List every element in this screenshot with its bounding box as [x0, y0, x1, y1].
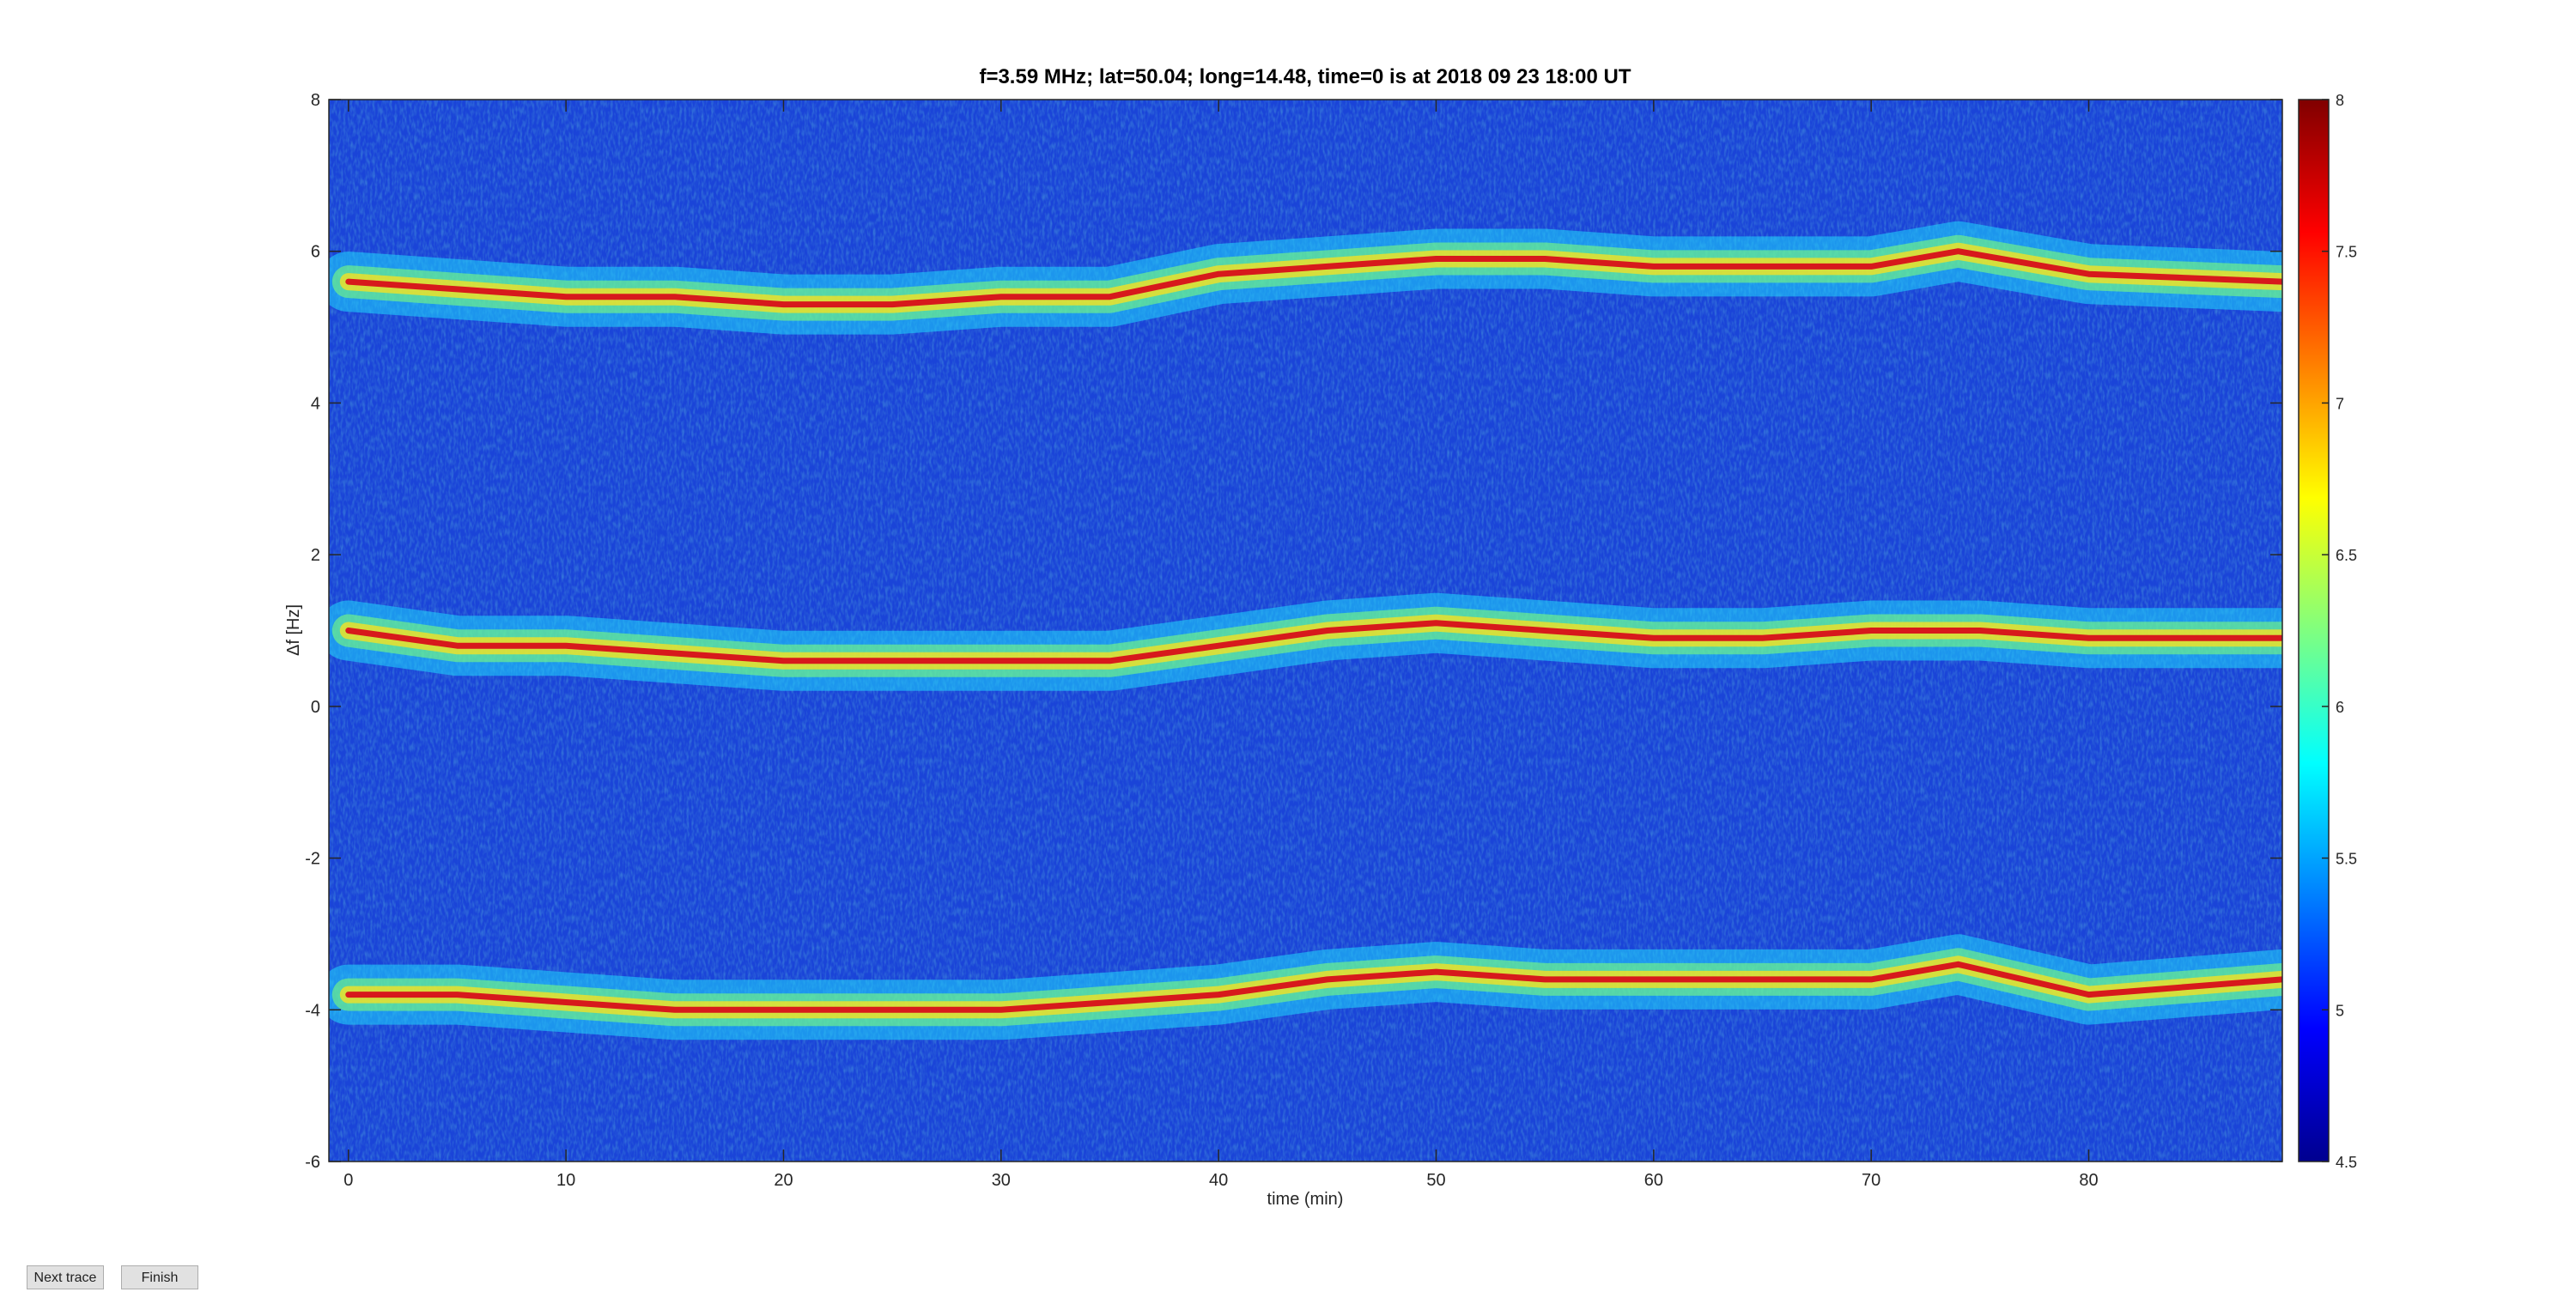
x-tick-label: 60 [1644, 1171, 1663, 1190]
x-tick-label: 40 [1209, 1171, 1228, 1190]
x-tick-label: 70 [1862, 1171, 1880, 1190]
x-tick-label: 10 [556, 1171, 575, 1190]
y-tick-label: -2 [305, 850, 320, 869]
colorbar-tick-label: 6.5 [2336, 547, 2357, 564]
colorbar-tick-label: 5.5 [2336, 851, 2357, 868]
y-axis-label: Δf [Hz] [284, 604, 303, 656]
chart-title: f=3.59 MHz; lat=50.04; long=14.48, time=… [979, 65, 1631, 88]
colorbar-tick-label: 4.5 [2336, 1154, 2357, 1171]
colorbar [2298, 99, 2330, 1162]
y-tick-label: 2 [311, 546, 320, 565]
x-tick-label: 20 [774, 1171, 793, 1190]
x-tick-label: 50 [1426, 1171, 1445, 1190]
trace-line [345, 248, 2282, 308]
colorbar-tick-label: 7.5 [2336, 244, 2357, 261]
button[interactable]: Next trace [27, 1265, 104, 1289]
colorbar-tick-label: 7 [2336, 395, 2344, 412]
y-tick-label: -4 [305, 1001, 320, 1020]
x-tick-label: 0 [343, 1171, 353, 1190]
x-tick-label: 30 [992, 1171, 1011, 1190]
y-tick-label: 8 [311, 91, 320, 110]
y-tick-label: 6 [311, 243, 320, 262]
plot-area [329, 100, 2282, 1162]
trace-line [345, 620, 2282, 664]
y-tick-label: -6 [305, 1153, 320, 1172]
trace-line [345, 961, 2282, 1013]
x-tick-label: 80 [2079, 1171, 2098, 1190]
y-tick-label: 0 [311, 698, 320, 717]
y-tick-label: 4 [311, 394, 320, 413]
button[interactable]: Finish [121, 1265, 198, 1289]
colorbar-tick-label: 8 [2336, 92, 2344, 109]
colorbar-tick-label: 5 [2336, 1002, 2344, 1019]
axes-box [328, 99, 2283, 1162]
x-axis-label: time (min) [1267, 1190, 1344, 1209]
colorbar-tick-label: 6 [2336, 699, 2344, 716]
